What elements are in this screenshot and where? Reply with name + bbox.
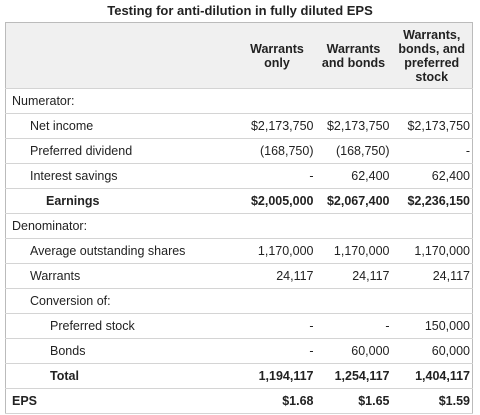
table-body: Numerator: Net income $2,173,750 $2,173,750… [5, 88, 473, 414]
value-cell: (168,750) [238, 138, 316, 164]
row-label: Bonds [5, 338, 239, 364]
value-cell: 1,194,117 [238, 363, 316, 389]
value-cell: - [238, 313, 316, 339]
row-label: Preferred stock [5, 313, 239, 339]
header-row: Warrants only Warrants and bonds Warrants,… [5, 22, 473, 89]
value-cell: $2,173,750 [391, 113, 473, 139]
row-label: Total [5, 363, 239, 389]
value-cell: - [315, 313, 392, 339]
value-cell: 60,000 [315, 338, 392, 364]
row-label: Numerator: [5, 88, 473, 114]
value-cell: $1.65 [315, 388, 392, 414]
table-row: Total 1,194,117 1,254,117 1,404,117 [5, 363, 473, 389]
table-row: Earnings $2,005,000 $2,067,400 $2,236,150 [5, 188, 473, 214]
table-row: Warrants 24,117 24,117 24,117 [5, 263, 473, 289]
value-cell: $1.68 [238, 388, 316, 414]
table-row: Conversion of: [5, 288, 473, 314]
value-cell: 24,117 [315, 263, 392, 289]
value-cell: - [238, 338, 316, 364]
row-label: Preferred dividend [5, 138, 239, 164]
value-cell: 1,404,117 [391, 363, 473, 389]
value-cell: 62,400 [315, 163, 392, 189]
column-header: Warrants, bonds, and preferred stock [391, 22, 473, 89]
row-label: Net income [5, 113, 239, 139]
table-row: EPS $1.68 $1.65 $1.59 [5, 388, 473, 414]
table-row: Numerator: [5, 88, 473, 114]
value-cell: 24,117 [238, 263, 316, 289]
title: Testing for anti-dilution in fully dilut… [107, 3, 373, 18]
row-label: Denominator: [5, 213, 473, 239]
table-row: Net income $2,173,750 $2,173,750 $2,173,750 [5, 113, 473, 139]
table-row: Average outstanding shares 1,170,000 1,170… [5, 238, 473, 264]
row-label: Earnings [5, 188, 239, 214]
value-cell: 62,400 [391, 163, 473, 189]
row-label: Warrants [5, 263, 239, 289]
eps-table: Warrants only Warrants and bonds Warrants,… [5, 22, 473, 414]
value-cell: $1.59 [391, 388, 473, 414]
value-cell: 150,000 [391, 313, 473, 339]
value-cell: 1,170,000 [238, 238, 316, 264]
column-header: Warrants only [238, 22, 316, 89]
column-header: Warrants and bonds [315, 22, 392, 89]
corner [5, 22, 239, 89]
value-cell: - [391, 138, 473, 164]
row-label: Interest savings [5, 163, 239, 189]
table-row: Preferred stock - -150,000 [5, 313, 473, 339]
value-cell: $2,173,750 [315, 113, 392, 139]
value-cell: $2,067,400 [315, 188, 392, 214]
value-cell: $2,005,000 [238, 188, 316, 214]
table-row: Denominator: [5, 213, 473, 239]
value-cell: (168,750) [315, 138, 392, 164]
row-label: EPS [5, 388, 239, 414]
value-cell: 1,170,000 [315, 238, 392, 264]
value-cell: - [238, 163, 316, 189]
value-cell: 24,117 [391, 263, 473, 289]
table-row: Interest savings -62,400 62,400 [5, 163, 473, 189]
row-label: Average outstanding shares [5, 238, 239, 264]
value-cell: $2,236,150 [391, 188, 473, 214]
value-cell: $2,173,750 [238, 113, 316, 139]
value-cell: 1,170,000 [391, 238, 473, 264]
value-cell: 60,000 [391, 338, 473, 364]
table-row: Bonds -60,000 60,000 [5, 338, 473, 364]
table-row: Preferred dividend (168,750) (168,750) - [5, 138, 473, 164]
value-cell: 1,254,117 [315, 363, 392, 389]
row-label: Conversion of: [5, 288, 473, 314]
